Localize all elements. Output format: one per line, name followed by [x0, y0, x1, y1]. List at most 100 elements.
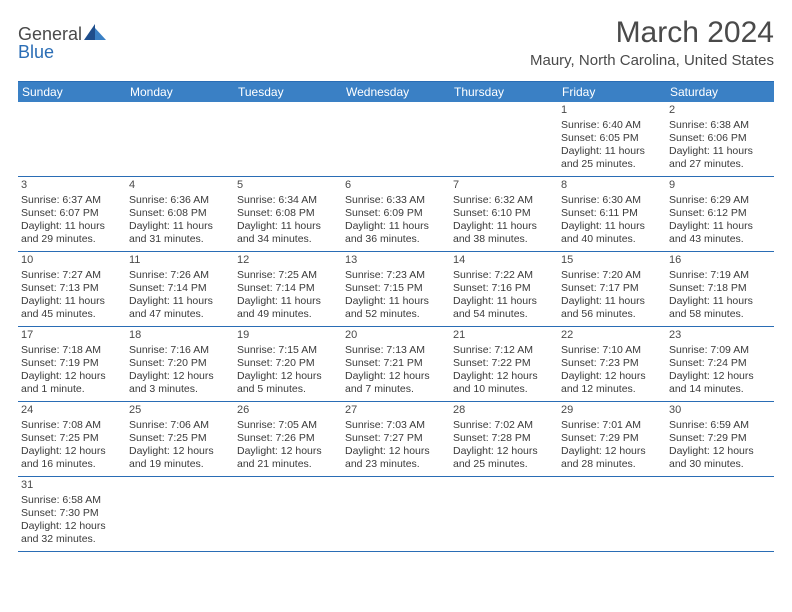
day-cell: 7Sunrise: 6:32 AMSunset: 6:10 PMDaylight… [450, 177, 558, 251]
weekday-header: Thursday [450, 82, 558, 102]
daylight-text: Daylight: 11 hours and 45 minutes. [21, 295, 123, 321]
day-cell: 17Sunrise: 7:18 AMSunset: 7:19 PMDayligh… [18, 327, 126, 401]
day-cell: 23Sunrise: 7:09 AMSunset: 7:24 PMDayligh… [666, 327, 774, 401]
day-cell-empty [666, 477, 774, 551]
day-cell: 31Sunrise: 6:58 AMSunset: 7:30 PMDayligh… [18, 477, 126, 551]
daylight-text: Daylight: 12 hours and 28 minutes. [561, 445, 663, 471]
day-number: 11 [129, 254, 231, 268]
daylight-text: Daylight: 11 hours and 31 minutes. [129, 220, 231, 246]
day-number: 2 [669, 104, 771, 118]
day-cell: 24Sunrise: 7:08 AMSunset: 7:25 PMDayligh… [18, 402, 126, 476]
day-cell: 20Sunrise: 7:13 AMSunset: 7:21 PMDayligh… [342, 327, 450, 401]
daylight-text: Daylight: 12 hours and 23 minutes. [345, 445, 447, 471]
day-cell: 1Sunrise: 6:40 AMSunset: 6:05 PMDaylight… [558, 102, 666, 176]
sunset-text: Sunset: 7:29 PM [669, 432, 771, 445]
sunrise-text: Sunrise: 7:15 AM [237, 344, 339, 357]
weekday-header: Wednesday [342, 82, 450, 102]
day-number: 25 [129, 404, 231, 418]
weekday-header: Saturday [666, 82, 774, 102]
day-cell: 22Sunrise: 7:10 AMSunset: 7:23 PMDayligh… [558, 327, 666, 401]
day-cell: 9Sunrise: 6:29 AMSunset: 6:12 PMDaylight… [666, 177, 774, 251]
day-cell-empty [342, 477, 450, 551]
week-row: 10Sunrise: 7:27 AMSunset: 7:13 PMDayligh… [18, 252, 774, 327]
sunset-text: Sunset: 7:24 PM [669, 357, 771, 370]
sunset-text: Sunset: 7:16 PM [453, 282, 555, 295]
sunrise-text: Sunrise: 7:18 AM [21, 344, 123, 357]
day-number: 18 [129, 329, 231, 343]
sunset-text: Sunset: 6:05 PM [561, 132, 663, 145]
sunset-text: Sunset: 7:29 PM [561, 432, 663, 445]
sunrise-text: Sunrise: 7:10 AM [561, 344, 663, 357]
day-cell: 18Sunrise: 7:16 AMSunset: 7:20 PMDayligh… [126, 327, 234, 401]
sunrise-text: Sunrise: 6:40 AM [561, 119, 663, 132]
title-block: March 2024 Maury, North Carolina, United… [530, 16, 774, 69]
day-cell: 15Sunrise: 7:20 AMSunset: 7:17 PMDayligh… [558, 252, 666, 326]
sunrise-text: Sunrise: 7:22 AM [453, 269, 555, 282]
day-number: 5 [237, 179, 339, 193]
day-number: 8 [561, 179, 663, 193]
sunrise-text: Sunrise: 6:37 AM [21, 194, 123, 207]
day-cell: 12Sunrise: 7:25 AMSunset: 7:14 PMDayligh… [234, 252, 342, 326]
day-number: 29 [561, 404, 663, 418]
sunrise-text: Sunrise: 7:12 AM [453, 344, 555, 357]
day-cell: 28Sunrise: 7:02 AMSunset: 7:28 PMDayligh… [450, 402, 558, 476]
day-number: 3 [21, 179, 123, 193]
logo: General Blue [18, 24, 106, 61]
sunset-text: Sunset: 6:08 PM [129, 207, 231, 220]
weekday-header: Monday [126, 82, 234, 102]
sunset-text: Sunset: 7:13 PM [21, 282, 123, 295]
daylight-text: Daylight: 12 hours and 12 minutes. [561, 370, 663, 396]
sunrise-text: Sunrise: 7:19 AM [669, 269, 771, 282]
day-number: 4 [129, 179, 231, 193]
sunrise-text: Sunrise: 7:16 AM [129, 344, 231, 357]
day-number: 12 [237, 254, 339, 268]
sunset-text: Sunset: 6:10 PM [453, 207, 555, 220]
daylight-text: Daylight: 12 hours and 7 minutes. [345, 370, 447, 396]
day-cell: 5Sunrise: 6:34 AMSunset: 6:08 PMDaylight… [234, 177, 342, 251]
daylight-text: Daylight: 11 hours and 34 minutes. [237, 220, 339, 246]
daylight-text: Daylight: 12 hours and 14 minutes. [669, 370, 771, 396]
daylight-text: Daylight: 12 hours and 3 minutes. [129, 370, 231, 396]
day-cell-empty [234, 477, 342, 551]
daylight-text: Daylight: 12 hours and 25 minutes. [453, 445, 555, 471]
day-cell: 13Sunrise: 7:23 AMSunset: 7:15 PMDayligh… [342, 252, 450, 326]
day-cell: 21Sunrise: 7:12 AMSunset: 7:22 PMDayligh… [450, 327, 558, 401]
day-number: 16 [669, 254, 771, 268]
daylight-text: Daylight: 11 hours and 52 minutes. [345, 295, 447, 321]
weeks-container: 1Sunrise: 6:40 AMSunset: 6:05 PMDaylight… [18, 102, 774, 552]
daylight-text: Daylight: 12 hours and 1 minute. [21, 370, 123, 396]
day-number: 19 [237, 329, 339, 343]
sunset-text: Sunset: 7:15 PM [345, 282, 447, 295]
sunrise-text: Sunrise: 7:26 AM [129, 269, 231, 282]
sunrise-text: Sunrise: 6:38 AM [669, 119, 771, 132]
day-number: 22 [561, 329, 663, 343]
daylight-text: Daylight: 12 hours and 19 minutes. [129, 445, 231, 471]
day-cell: 11Sunrise: 7:26 AMSunset: 7:14 PMDayligh… [126, 252, 234, 326]
page-header: General Blue March 2024 Maury, North Car… [18, 16, 774, 69]
sunset-text: Sunset: 7:26 PM [237, 432, 339, 445]
day-cell: 6Sunrise: 6:33 AMSunset: 6:09 PMDaylight… [342, 177, 450, 251]
sunset-text: Sunset: 7:25 PM [129, 432, 231, 445]
day-number: 21 [453, 329, 555, 343]
calendar: SundayMondayTuesdayWednesdayThursdayFrid… [18, 81, 774, 552]
sunset-text: Sunset: 7:22 PM [453, 357, 555, 370]
day-cell-empty [126, 477, 234, 551]
logo-text: General Blue [18, 24, 106, 61]
day-cell: 10Sunrise: 7:27 AMSunset: 7:13 PMDayligh… [18, 252, 126, 326]
sunrise-text: Sunrise: 6:36 AM [129, 194, 231, 207]
sunset-text: Sunset: 7:30 PM [21, 507, 123, 520]
daylight-text: Daylight: 12 hours and 16 minutes. [21, 445, 123, 471]
daylight-text: Daylight: 11 hours and 40 minutes. [561, 220, 663, 246]
day-number: 17 [21, 329, 123, 343]
day-cell: 3Sunrise: 6:37 AMSunset: 6:07 PMDaylight… [18, 177, 126, 251]
sunset-text: Sunset: 7:20 PM [237, 357, 339, 370]
daylight-text: Daylight: 11 hours and 47 minutes. [129, 295, 231, 321]
sunrise-text: Sunrise: 7:06 AM [129, 419, 231, 432]
logo-text-blue: Blue [18, 42, 54, 62]
sunrise-text: Sunrise: 6:58 AM [21, 494, 123, 507]
daylight-text: Daylight: 12 hours and 21 minutes. [237, 445, 339, 471]
sunset-text: Sunset: 7:14 PM [237, 282, 339, 295]
day-cell-empty [450, 477, 558, 551]
location-text: Maury, North Carolina, United States [530, 52, 774, 69]
day-cell: 30Sunrise: 6:59 AMSunset: 7:29 PMDayligh… [666, 402, 774, 476]
